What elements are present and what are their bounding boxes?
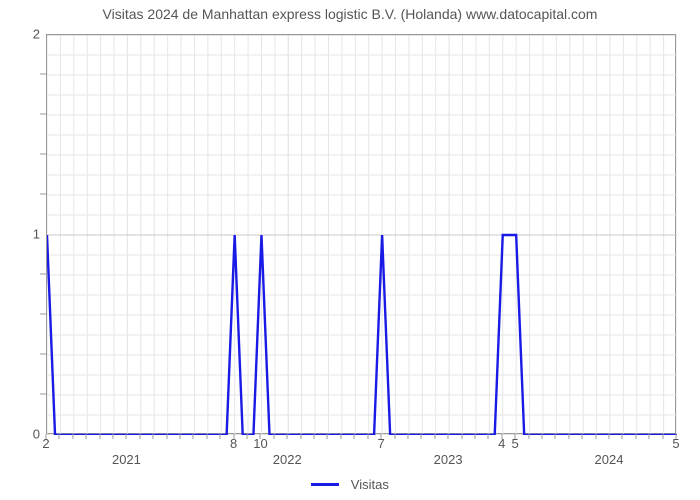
x-minor-label: 10 [253,436,267,451]
x-minor-tick [314,434,315,439]
y-minor-tick [40,74,46,75]
x-axis: 281074552021202220232024 [46,436,676,472]
y-tick-0: 0 [20,427,40,442]
x-minor-label: 4 [498,436,505,451]
x-minor-tick [595,434,596,439]
y-minor-tick [40,194,46,195]
x-minor-tick [541,434,542,439]
x-minor-tick [635,434,636,439]
x-major-label: 2021 [112,452,141,467]
x-minor-tick [354,434,355,439]
y-minor-tick [40,354,46,355]
x-minor-tick [126,434,127,439]
x-minor-tick [582,434,583,439]
plot-svg [47,35,677,435]
x-minor-tick [461,434,462,439]
x-minor-tick [367,434,368,439]
chart-title: Visitas 2024 de Manhattan express logist… [0,6,700,22]
x-major-label: 2023 [434,452,463,467]
x-minor-tick [153,434,154,439]
x-minor-tick [649,434,650,439]
x-minor-tick [488,434,489,439]
x-minor-tick [448,434,449,439]
x-minor-tick [434,434,435,439]
y-minor-tick [40,314,46,315]
x-minor-tick [59,434,60,439]
x-minor-tick [340,434,341,439]
x-minor-tick [72,434,73,439]
y-minor-tick [40,274,46,275]
x-minor-tick [407,434,408,439]
legend: Visitas [0,476,700,492]
x-minor-tick [166,434,167,439]
x-minor-tick [568,434,569,439]
y-minor-tick [40,394,46,395]
legend-swatch [311,483,339,486]
y-tick-2: 2 [20,27,40,42]
legend-label: Visitas [351,477,389,492]
x-minor-tick [287,434,288,439]
x-minor-tick [555,434,556,439]
x-minor-tick [220,434,221,439]
x-minor-tick [139,434,140,439]
x-minor-tick [273,434,274,439]
x-minor-tick [247,434,248,439]
x-minor-tick [193,434,194,439]
x-minor-tick [662,434,663,439]
x-minor-label: 7 [377,436,384,451]
x-minor-tick [394,434,395,439]
x-minor-tick [622,434,623,439]
x-minor-tick [113,434,114,439]
y-tick-1: 1 [20,227,40,242]
x-minor-label: 8 [230,436,237,451]
x-minor-tick [327,434,328,439]
plot-area [46,34,676,434]
visits-chart: Visitas 2024 de Manhattan express logist… [0,0,700,500]
x-minor-tick [474,434,475,439]
y-minor-tick [40,154,46,155]
x-minor-tick [608,434,609,439]
x-minor-tick [206,434,207,439]
x-minor-tick [528,434,529,439]
x-minor-tick [180,434,181,439]
x-minor-tick [421,434,422,439]
y-minor-tick [40,114,46,115]
x-major-label: 2022 [273,452,302,467]
x-minor-label: 5 [512,436,519,451]
x-minor-tick [300,434,301,439]
x-major-label: 2024 [595,452,624,467]
x-minor-label: 5 [672,436,679,451]
x-minor-label: 2 [42,436,49,451]
x-minor-tick [86,434,87,439]
x-minor-tick [99,434,100,439]
